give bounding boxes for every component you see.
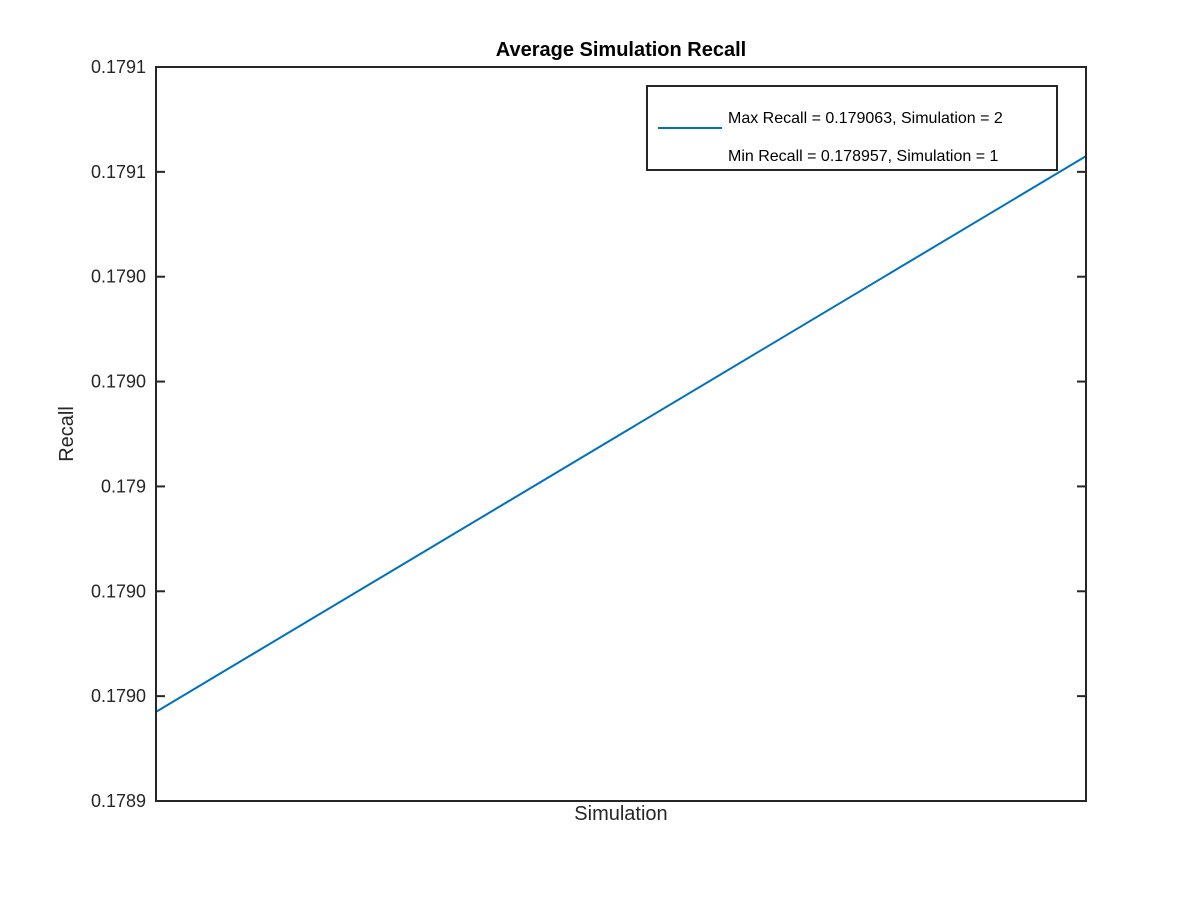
- x-axis-label: Simulation: [574, 803, 667, 825]
- legend-entry-max: Max Recall = 0.179063, Simulation = 2: [728, 110, 1003, 127]
- y-tick-label: 0.1790: [91, 267, 146, 287]
- series-line-0: [155, 155, 1087, 713]
- legend: Max Recall = 0.179063, Simulation = 2 Mi…: [646, 85, 1058, 171]
- y-tick-label: 0.1790: [91, 581, 146, 601]
- y-tick-label: 0.1790: [91, 686, 146, 706]
- axes-box: [155, 66, 1087, 802]
- y-axis-ticks: 0.1789 0.1790 0.1790 0.179 0.1790 0.1790 0.179…: [91, 57, 1086, 811]
- y-tick-label: 0.1791: [91, 57, 146, 77]
- plot-area: [155, 155, 1087, 713]
- y-tick-label: 0.1790: [91, 372, 146, 392]
- axes: 0.1789 0.1790 0.1790 0.179 0.1790 0.1790 0.179…: [91, 57, 1087, 811]
- y-tick-label: 0.1791: [91, 162, 146, 182]
- y-tick-label: 0.179: [101, 476, 146, 496]
- y-axis-label: Recall: [56, 406, 78, 462]
- legend-entry-min: Min Recall = 0.178957, Simulation = 1: [728, 148, 998, 165]
- y-tick-label: 0.1789: [91, 791, 146, 811]
- chart-title: Average Simulation Recall: [496, 39, 746, 61]
